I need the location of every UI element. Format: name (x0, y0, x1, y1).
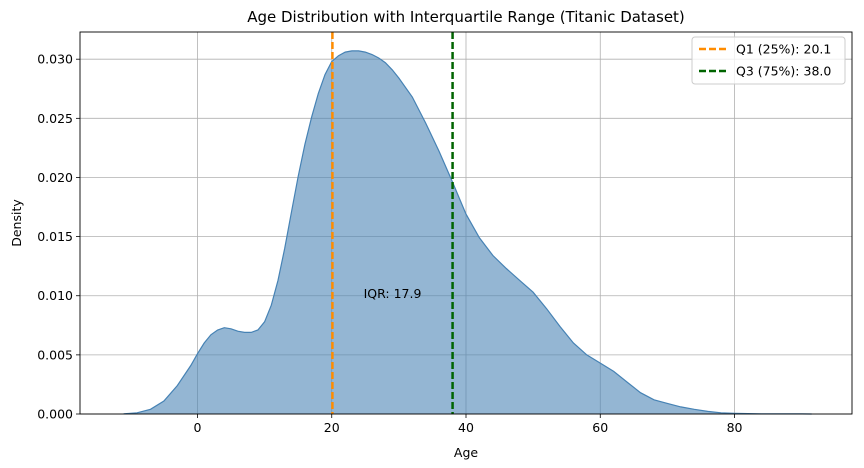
iqr-annotation: IQR: 17.9 (364, 286, 422, 301)
density-area (123, 50, 812, 415)
y-axis-label: Density (9, 199, 24, 247)
density-curve (123, 50, 812, 415)
y-tick-label: 0.010 (37, 288, 73, 303)
x-tick-label: 40 (458, 420, 474, 435)
legend-label-q3: Q3 (75%): 38.0 (736, 64, 831, 79)
y-tick-label: 0.000 (37, 407, 73, 422)
axis-ticks: 0 20 40 60 80 0.000 0.005 0.010 0.015 0.020 0.025 0… (37, 52, 742, 435)
y-tick-label: 0.025 (37, 111, 73, 126)
y-tick-label: 0.015 (37, 229, 73, 244)
x-tick-label: 60 (592, 420, 608, 435)
legend-box (691, 36, 846, 85)
x-tick-label: 0 (194, 420, 202, 435)
legend: Q1 (25%): 20.1 Q3 (75%): 38.0 (691, 36, 846, 85)
x-axis-label: Age (454, 445, 478, 460)
x-tick-label: 20 (324, 420, 340, 435)
y-tick-label: 0.020 (37, 170, 73, 185)
y-tick-label: 0.005 (37, 347, 73, 362)
chart-title: Age Distribution with Interquartile Rang… (247, 8, 685, 26)
quartile-lines (331, 32, 454, 414)
y-tick-label: 0.030 (37, 52, 73, 67)
legend-label-q1: Q1 (25%): 20.1 (736, 42, 831, 57)
x-tick-label: 80 (727, 420, 743, 435)
